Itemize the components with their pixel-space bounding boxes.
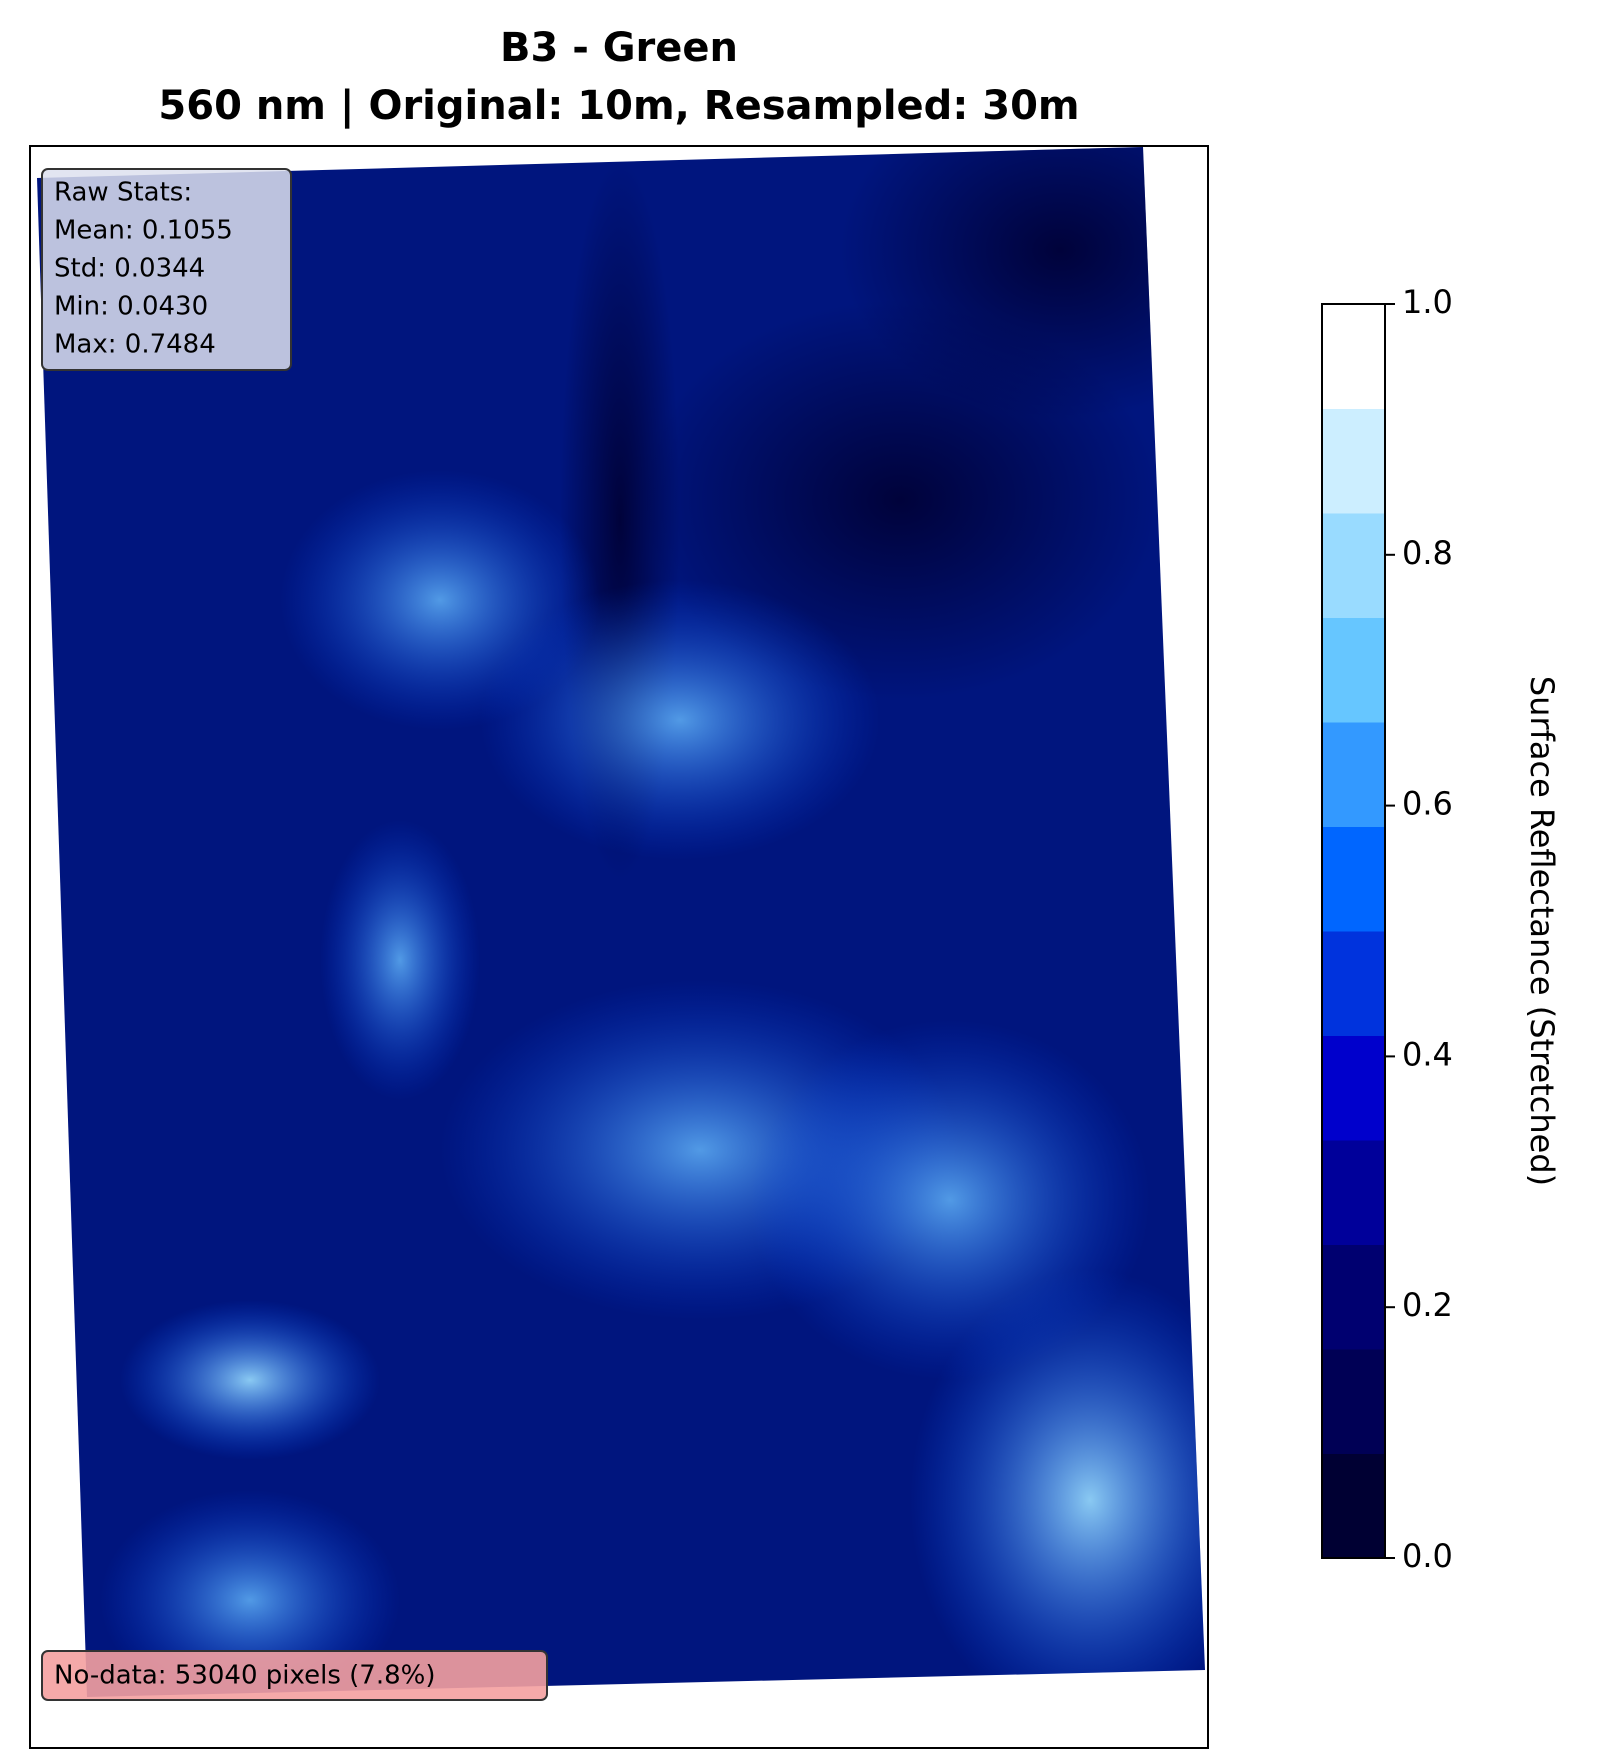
- colorbar-band: [1322, 408, 1385, 514]
- colorbar-band: [1322, 1035, 1385, 1141]
- colorbar-tick-label: 0.8: [1402, 534, 1453, 572]
- stats-line: Max: 0.7484: [54, 330, 216, 360]
- colorbar-band: [1322, 617, 1385, 723]
- colorbar-tick-label: 0.4: [1402, 1035, 1453, 1073]
- nodata-text: No-data: 53040 pixels (7.8%): [54, 1661, 435, 1691]
- colorbar-band: [1322, 1244, 1385, 1350]
- colorbar-tick-label: 0.0: [1402, 1537, 1453, 1575]
- colorbar-band: [1322, 304, 1385, 409]
- colorbar-band: [1322, 826, 1385, 932]
- colorbar-band: [1322, 1140, 1385, 1245]
- stats-line: Min: 0.0430: [54, 292, 208, 322]
- colorbar-band: [1322, 722, 1385, 827]
- colorbar-label: Surface Reflectance (Stretched): [1523, 676, 1561, 1186]
- stats-box: [41, 168, 292, 371]
- colorbar-band: [1322, 1453, 1385, 1559]
- colorbar-tick-label: 1.0: [1402, 283, 1453, 321]
- colorbar-band: [1322, 513, 1385, 618]
- colorbar-band: [1322, 1349, 1385, 1454]
- stats-line: Mean: 0.1055: [54, 216, 233, 246]
- colorbar-tick-label: 0.2: [1402, 1286, 1453, 1324]
- subtitle: 560 nm | Original: 10m, Resampled: 30m: [158, 83, 1079, 130]
- colorbar-tick-label: 0.6: [1402, 785, 1453, 823]
- nodata-box: [41, 1650, 548, 1701]
- title: B3 - Green: [500, 25, 738, 71]
- colorbar-band: [1322, 931, 1385, 1036]
- colorbar-frame: [1321, 303, 1386, 1559]
- raster-image: [37, 147, 1205, 1697]
- stats-line: Raw Stats:: [54, 178, 192, 208]
- stats-line: Std: 0.0344: [54, 254, 205, 284]
